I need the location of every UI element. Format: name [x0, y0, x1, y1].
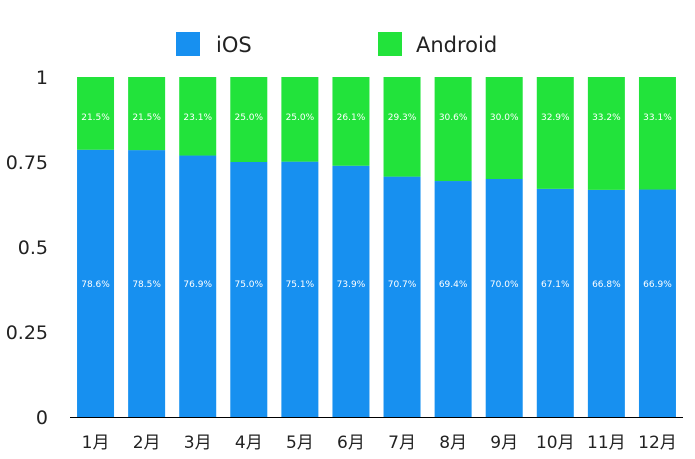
x-tick-label: 8月 — [439, 433, 467, 453]
data-label-ios: 75.1% — [286, 280, 315, 290]
data-label-android: 21.5% — [132, 113, 161, 123]
bar-android — [332, 77, 370, 166]
x-axis: 1月 2月 3月 4月 5月 6月 7月 8月 9月 10月 11月 12月 — [82, 433, 677, 453]
x-tick-label: 6月 — [337, 433, 365, 453]
x-tick-label: 7月 — [388, 433, 416, 453]
x-tick-label: 11月 — [587, 433, 626, 453]
data-label-ios: 78.6% — [81, 280, 110, 290]
y-tick-label: 0 — [36, 407, 48, 429]
bar-android — [179, 77, 217, 156]
data-label-android: 23.1% — [183, 113, 212, 123]
bar-android — [587, 77, 625, 190]
bar-android — [536, 77, 574, 189]
x-tick-label: 4月 — [235, 433, 263, 453]
x-tick-label: 10月 — [536, 433, 575, 453]
data-label-ios: 76.9% — [183, 280, 212, 290]
bar-ios — [536, 188, 574, 417]
bar-ios — [77, 149, 115, 417]
bar-ios — [383, 176, 421, 417]
data-label-ios: 66.8% — [592, 280, 621, 290]
bar-ios — [587, 189, 625, 417]
bar-ios — [638, 189, 676, 417]
y-tick-label: 0.25 — [6, 322, 48, 344]
data-label-ios: 69.4% — [439, 280, 468, 290]
bar-ios — [179, 155, 217, 418]
data-label-ios: 73.9% — [337, 280, 366, 290]
data-label-android: 30.6% — [439, 113, 468, 123]
data-label-ios: 70.7% — [388, 280, 417, 290]
data-label-android: 25.0% — [286, 113, 315, 123]
y-tick-label: 0.75 — [6, 152, 48, 174]
legend-label-android: Android — [416, 33, 497, 57]
bar-ios — [128, 150, 166, 417]
bar-ios — [281, 161, 319, 417]
legend-label-ios: iOS — [216, 33, 252, 57]
x-tick-label: 5月 — [286, 433, 314, 453]
bar-ios — [230, 162, 268, 417]
data-label-android: 33.2% — [592, 113, 621, 123]
data-label-android: 32.9% — [541, 113, 570, 123]
legend: iOS Android — [176, 32, 497, 57]
bar-ios — [332, 165, 370, 417]
data-label-ios: 75.0% — [234, 280, 263, 290]
bar-android — [77, 77, 115, 150]
bar-android — [230, 77, 268, 162]
x-tick-label: 2月 — [133, 433, 161, 453]
data-label-android: 21.5% — [81, 113, 110, 123]
legend-swatch-android — [378, 32, 402, 56]
bar-android — [383, 77, 421, 177]
bar-android — [638, 77, 676, 190]
bar-android — [281, 77, 319, 162]
data-label-ios: 78.5% — [132, 280, 161, 290]
data-label-android: 33.1% — [643, 113, 672, 123]
x-tick-label: 12月 — [638, 433, 677, 453]
data-label-ios: 66.9% — [643, 280, 672, 290]
bars: 78.6% 21.5% 78.5% 21.5% 76.9% 23.1% 75.0% 25.0%… — [77, 77, 676, 418]
data-label-android: 25.0% — [234, 113, 263, 123]
data-label-ios: 70.0% — [490, 280, 519, 290]
bar-ios — [485, 179, 523, 417]
data-label-android: 26.1% — [337, 113, 366, 123]
x-tick-label: 9月 — [490, 433, 518, 453]
bar-android — [485, 77, 523, 179]
y-axis: 0 0.25 0.5 0.75 1 — [6, 67, 683, 429]
y-tick-label: 0.5 — [18, 237, 48, 259]
bar-android — [128, 77, 166, 151]
data-label-android: 30.0% — [490, 113, 519, 123]
legend-swatch-ios — [176, 32, 200, 56]
data-label-android: 29.3% — [388, 113, 417, 123]
x-tick-label: 1月 — [82, 433, 110, 453]
y-tick-label: 1 — [36, 67, 48, 89]
bar-android — [434, 77, 472, 182]
bar-ios — [434, 181, 472, 417]
x-tick-label: 3月 — [184, 433, 212, 453]
data-label-ios: 67.1% — [541, 280, 570, 290]
